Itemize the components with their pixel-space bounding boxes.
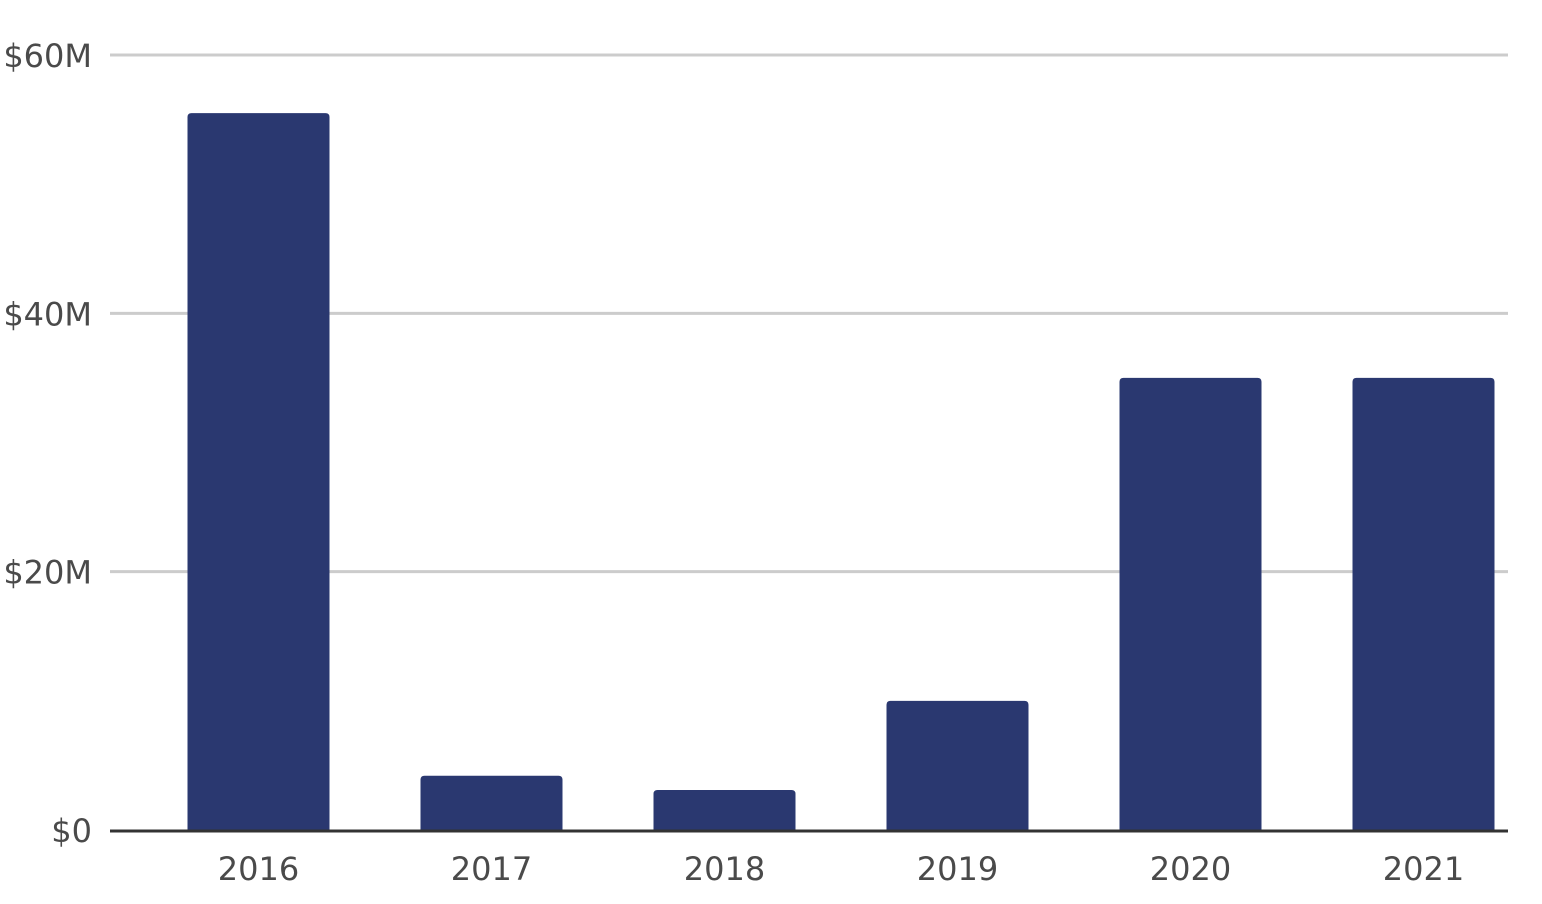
x-tick-label: 2017 bbox=[451, 850, 532, 888]
y-tick-label: $60M bbox=[3, 37, 92, 75]
gridlines bbox=[110, 53, 1508, 574]
bar-2019 bbox=[886, 700, 1029, 830]
bar-2020 bbox=[1119, 377, 1262, 830]
bar-2016 bbox=[187, 113, 330, 830]
x-tick-label: 2021 bbox=[1383, 850, 1464, 888]
y-axis-tick-labels: $0 $20M $40M $60M bbox=[3, 37, 92, 850]
y-tick-label: $40M bbox=[3, 295, 92, 333]
x-tick-label: 2018 bbox=[684, 850, 765, 888]
y-tick-label: $0 bbox=[51, 812, 92, 850]
x-axis-tick-labels: 2016 2017 2018 2019 2020 2021 bbox=[218, 850, 1464, 888]
bar-2021 bbox=[1352, 377, 1495, 830]
x-tick-label: 2020 bbox=[1150, 850, 1231, 888]
bars bbox=[187, 113, 1495, 830]
bar-2018 bbox=[653, 789, 796, 830]
x-tick-label: 2016 bbox=[218, 850, 299, 888]
bar-2017 bbox=[420, 775, 563, 830]
x-tick-label: 2019 bbox=[917, 850, 998, 888]
y-tick-label: $20M bbox=[3, 554, 92, 592]
